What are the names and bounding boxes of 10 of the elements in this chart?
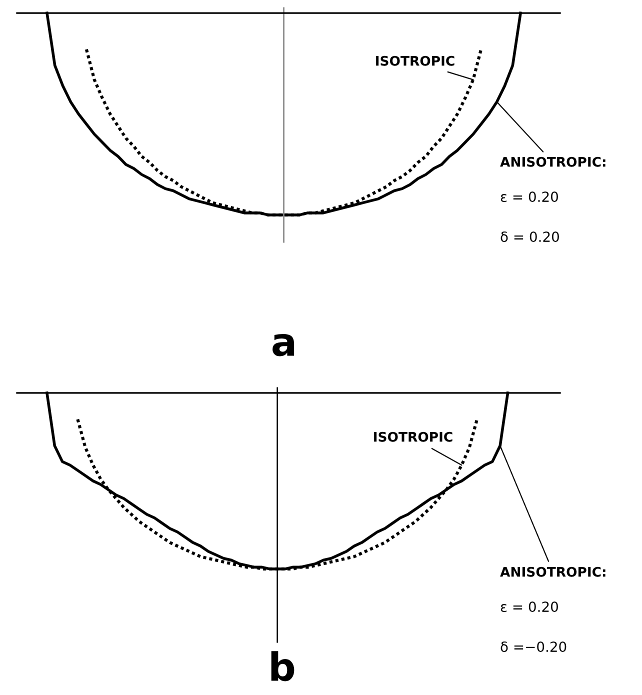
text: a: [272, 334, 294, 356]
text: δ =−0.20: [500, 642, 566, 652]
text: δ = 0.20: [500, 232, 559, 242]
text: b: [271, 651, 294, 682]
series-label: ISOTROPIC: [376, 56, 454, 66]
series-label: ISOTROPIC: [374, 432, 452, 442]
text: ANISOTROPIC:: [500, 156, 606, 167]
text: ANISOTROPIC:: [500, 566, 606, 577]
text: ε = 0.20: [500, 602, 558, 612]
annotation: ε = 0.20: [500, 192, 558, 202]
